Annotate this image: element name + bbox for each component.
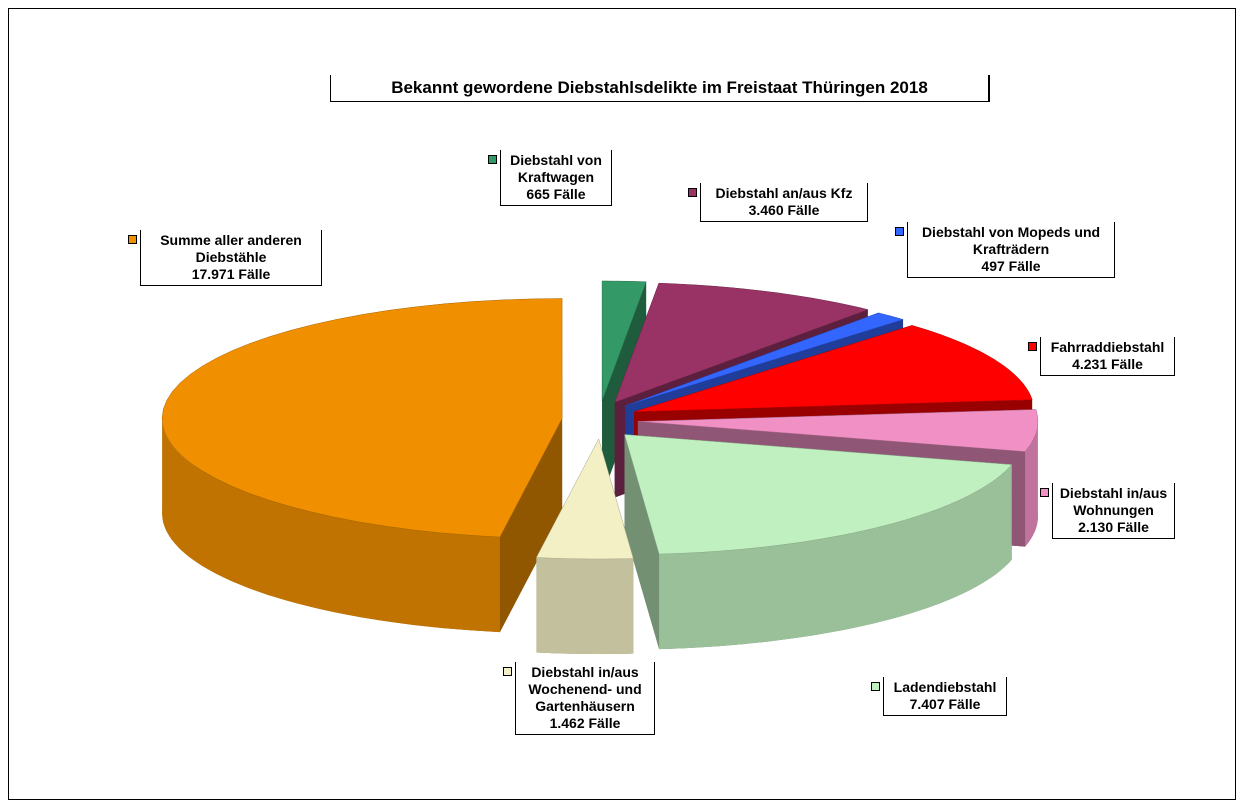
legend-swatch [1028, 342, 1037, 351]
slice-side [536, 557, 634, 654]
slice-top [535, 438, 634, 560]
data-label: Fahrraddiebstahl 4.231 Fälle [1040, 337, 1175, 376]
category-label: Diebstahl von Mopeds und Krafträdern [921, 224, 1101, 257]
data-label: Diebstahl von Mopeds und Krafträdern 497 … [907, 222, 1115, 278]
legend-swatch [488, 155, 497, 164]
value-label: 2.130 Fälle [1078, 519, 1149, 535]
legend-swatch [1040, 488, 1049, 497]
slice-top [624, 434, 1013, 555]
legend-swatch [503, 667, 512, 676]
data-label: Diebstahl in/aus Wohnungen 2.130 Fälle [1052, 483, 1175, 539]
chart-frame [8, 8, 1236, 800]
slice [535, 438, 634, 654]
slice-top [625, 312, 904, 407]
category-label: Ladendiebstahl [893, 679, 997, 695]
data-label: Diebstahl an/aus Kfz 3.460 Fälle [700, 183, 868, 222]
slice-side [659, 464, 1012, 650]
legend-swatch [128, 235, 137, 244]
value-label: 4.231 Fälle [1072, 356, 1143, 372]
data-label: Diebstahl von Kraftwagen 665 Fälle [500, 150, 612, 206]
value-label: 665 Fälle [526, 186, 586, 202]
slice [624, 434, 1013, 650]
slice-wall [624, 434, 660, 650]
slice-top [161, 298, 563, 538]
slice-wall [499, 418, 563, 633]
slice-top [634, 325, 1033, 412]
value-label: 17.971 Fälle [191, 266, 271, 282]
data-label: Summe aller anderen Diebstähle 17.971 Fäl… [140, 230, 322, 286]
data-label: Diebstahl in/aus Wochenend- und Gartenhä… [515, 662, 655, 735]
slice-top [637, 409, 1039, 452]
category-label: Diebstahl von Kraftwagen [510, 152, 602, 185]
slice-side [1025, 421, 1038, 547]
slice-side [162, 418, 500, 633]
value-label: 497 Fälle [981, 258, 1041, 274]
data-label: Ladendiebstahl 7.407 Fälle [883, 677, 1007, 716]
category-label: Summe aller anderen Diebstähle [160, 232, 302, 265]
category-label: Diebstahl an/aus Kfz [715, 185, 853, 201]
category-label: Fahrraddiebstahl [1050, 339, 1165, 355]
slice [161, 298, 563, 633]
legend-swatch [871, 682, 880, 691]
category-label: Diebstahl in/aus Wohnungen [1059, 485, 1168, 518]
chart-title: Bekannt gewordene Diebstahlsdelikte im F… [330, 75, 990, 102]
slice-top [614, 282, 869, 403]
value-label: 1.462 Fälle [549, 715, 621, 731]
value-label: 7.407 Fälle [909, 696, 981, 712]
legend-swatch [895, 227, 904, 236]
category-label: Diebstahl in/aus Wochenend- und Gartenhä… [528, 664, 642, 714]
value-label: 3.460 Fälle [748, 202, 820, 218]
legend-swatch [688, 188, 697, 197]
slice-top [601, 280, 647, 402]
